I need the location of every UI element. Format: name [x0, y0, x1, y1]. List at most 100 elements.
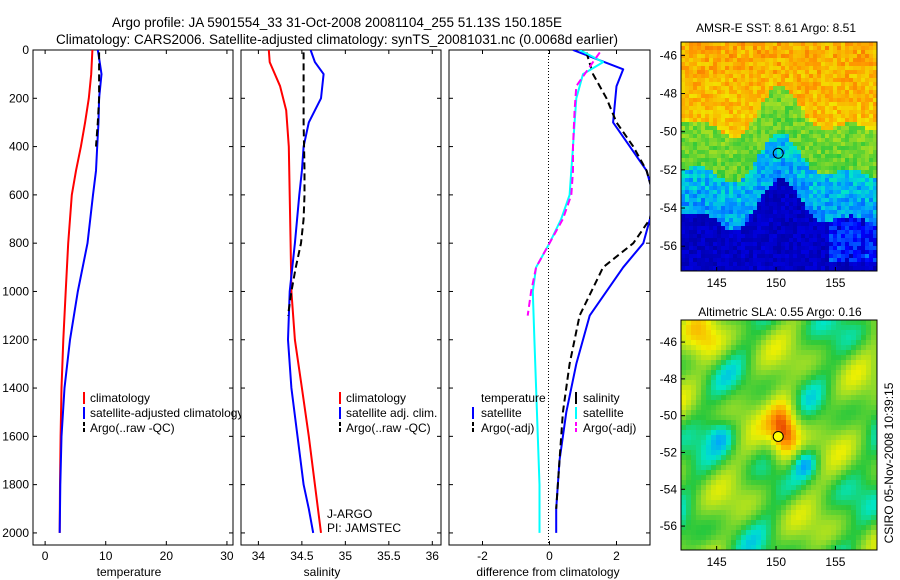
heatmap-cell	[816, 490, 822, 496]
heatmap-cell	[685, 190, 690, 195]
heatmap-cell	[793, 146, 798, 151]
heatmap-cell	[841, 355, 847, 361]
heatmap-cell	[769, 42, 774, 47]
heatmap-cell	[686, 385, 692, 391]
heatmap-cell	[837, 226, 842, 231]
heatmap-cell	[829, 106, 834, 111]
heatmap-cell	[705, 174, 710, 179]
heatmap-cell	[749, 154, 754, 159]
heatmap-cell	[861, 400, 867, 406]
heatmap-cell	[797, 242, 802, 247]
heatmap-cell	[745, 58, 750, 63]
heatmap-cell	[821, 126, 826, 131]
heatmap-cell	[691, 475, 697, 481]
heatmap-cell	[861, 250, 866, 255]
heatmap-cell	[737, 218, 742, 223]
heatmap-cell	[769, 174, 774, 179]
heatmap-cell	[725, 138, 730, 143]
heatmap-cell	[697, 166, 702, 171]
heatmap-cell	[761, 150, 766, 155]
heatmap-cell	[857, 194, 862, 199]
heatmap-cell	[849, 206, 854, 211]
heatmap-cell	[817, 90, 822, 95]
heatmap-cell	[857, 74, 862, 79]
heatmap-cell	[766, 460, 772, 466]
heatmap-cell	[857, 146, 862, 151]
heatmap-cell	[791, 495, 797, 501]
heatmap-cell	[829, 62, 834, 67]
heatmap-cell	[733, 234, 738, 239]
heatmap-cell	[851, 490, 857, 496]
heatmap-cell	[773, 222, 778, 227]
heatmap-cell	[717, 146, 722, 151]
heatmap-cell	[696, 500, 702, 506]
heatmap-cell	[796, 465, 802, 471]
heatmap-cell	[841, 194, 846, 199]
heatmap-cell	[741, 118, 746, 123]
heatmap-cell	[816, 375, 822, 381]
heatmap-cell	[869, 238, 874, 243]
heatmap-cell	[856, 370, 862, 376]
heatmap-cell	[797, 222, 802, 227]
heatmap-cell	[806, 495, 812, 501]
heatmap-cell	[849, 138, 854, 143]
heatmap-cell	[857, 106, 862, 111]
heatmap-cell	[825, 122, 830, 127]
heatmap-cell	[766, 350, 772, 356]
heatmap-cell	[837, 206, 842, 211]
heatmap-cell	[797, 74, 802, 79]
heatmap-cell	[697, 158, 702, 163]
heatmap-cell	[721, 54, 726, 59]
heatmap-cell	[801, 94, 806, 99]
heatmap-cell	[845, 126, 850, 131]
heatmap-cell	[701, 250, 706, 255]
heatmap-cell	[721, 46, 726, 51]
heatmap-cell	[841, 238, 846, 243]
heatmap-cell	[796, 365, 802, 371]
heatmap-cell	[721, 126, 726, 131]
heatmap-cell	[836, 390, 842, 396]
heatmap-cell	[797, 54, 802, 59]
heatmap-cell	[806, 420, 812, 426]
x-tick-label: 0	[546, 549, 553, 563]
heatmap-cell	[805, 46, 810, 51]
heatmap-cell	[789, 142, 794, 147]
heatmap-cell	[736, 440, 742, 446]
heatmap-cell	[821, 495, 827, 501]
heatmap-cell	[825, 66, 830, 71]
heatmap-cell	[865, 198, 870, 203]
heatmap-cell	[717, 46, 722, 51]
heatmap-cell	[817, 122, 822, 127]
heatmap-cell	[785, 58, 790, 63]
heatmap-cell	[836, 540, 842, 546]
heatmap-cell	[869, 46, 874, 51]
heatmap-cell	[731, 345, 737, 351]
heatmap-cell	[691, 385, 697, 391]
heatmap-cell	[836, 325, 842, 331]
heatmap-cell	[797, 50, 802, 55]
heatmap-cell	[716, 335, 722, 341]
heatmap-cell	[701, 186, 706, 191]
heatmap-cell	[837, 118, 842, 123]
heatmap-cell	[789, 126, 794, 131]
heatmap-cell	[761, 198, 766, 203]
heatmap-cell	[741, 114, 746, 119]
heatmap-cell	[701, 198, 706, 203]
heatmap-cell	[706, 380, 712, 386]
heatmap-cell	[821, 70, 826, 75]
heatmap-cell	[716, 470, 722, 476]
heatmap-cell	[737, 162, 742, 167]
heatmap-cell	[837, 98, 842, 103]
heatmap-cell	[821, 86, 826, 91]
heatmap-cell	[741, 440, 747, 446]
heatmap-cell	[869, 186, 874, 191]
heatmap-cell	[816, 450, 822, 456]
heatmap-cell	[781, 218, 786, 223]
heatmap-cell	[797, 230, 802, 235]
heatmap-cell	[689, 50, 694, 55]
heatmap-cell	[686, 345, 692, 351]
heatmap-cell	[805, 150, 810, 155]
heatmap-cell	[725, 242, 730, 247]
heatmap-cell	[781, 186, 786, 191]
heatmap-cell	[801, 262, 806, 267]
